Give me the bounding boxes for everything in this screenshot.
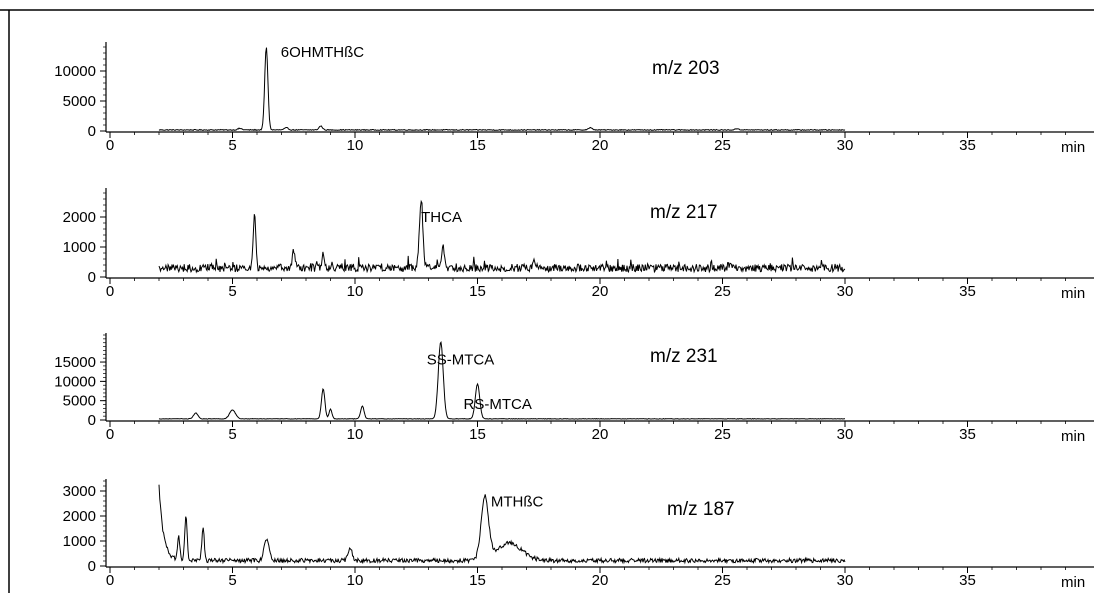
mz-label: m/z 217 <box>650 202 718 223</box>
peak-label: 6OHMTHßC <box>281 44 364 61</box>
y-tick-label: 1000 <box>63 239 96 256</box>
x-tick-label: 15 <box>469 283 486 300</box>
x-tick-label: 10 <box>347 137 364 154</box>
mz-label: m/z 203 <box>652 58 720 79</box>
x-tick-label: 35 <box>959 572 976 589</box>
peak-label: MTHßC <box>491 494 544 511</box>
series-line-trace <box>158 340 846 420</box>
x-tick-label: 15 <box>469 426 486 443</box>
panel-2: 0 5 10 15 20 25 30 35 min 0 1000 2000 THCA m/z 217 <box>63 188 1094 302</box>
y-tick-label: 15000 <box>54 354 96 371</box>
x-tick-label: 35 <box>959 426 976 443</box>
y-tick-label: 10000 <box>54 373 96 390</box>
x-tick-label: 10 <box>347 426 364 443</box>
x-tick-label: 15 <box>469 572 486 589</box>
x-tick-label: 35 <box>959 137 976 154</box>
x-tick-label: 15 <box>469 137 486 154</box>
y-tick-label: 5000 <box>63 93 96 110</box>
panel-1: 0 5 10 15 20 25 30 35 min 0 5000 10000 6OHMTHßC m/z 2… <box>54 42 1094 156</box>
x-tick-label: 20 <box>592 572 609 589</box>
series-line-trace <box>158 47 846 132</box>
panel-4: 0 5 10 15 20 25 30 35 min 0 1000 2000 3000 MTHßC m/z 1… <box>63 479 1094 591</box>
x-tick-label: 10 <box>347 572 364 589</box>
x-tick-label: 0 <box>106 137 114 154</box>
x-tick-label: 10 <box>347 283 364 300</box>
x-tick-label: 5 <box>228 572 236 589</box>
x-tick-label: 0 <box>106 283 114 300</box>
x-tick-label: 30 <box>837 572 854 589</box>
y-tick-label: 2000 <box>63 508 96 525</box>
y-tick-label: 0 <box>88 412 96 429</box>
y-tick-label: 10000 <box>54 63 96 80</box>
x-tick-label: 5 <box>228 426 236 443</box>
x-tick-label: 25 <box>714 283 731 300</box>
peak-label: RS-MTCA <box>464 396 532 413</box>
x-axis-unit-label: min <box>1061 139 1085 156</box>
x-tick-label: 20 <box>592 426 609 443</box>
x-tick-label: 35 <box>959 283 976 300</box>
y-tick-label: 3000 <box>63 483 96 500</box>
x-tick-label: 5 <box>228 137 236 154</box>
series-line-trace <box>158 199 846 274</box>
x-tick-label: 20 <box>592 283 609 300</box>
series-line-trace <box>158 484 846 565</box>
y-tick-label: 0 <box>88 269 96 286</box>
x-tick-label: 25 <box>714 137 731 154</box>
x-tick-label: 20 <box>592 137 609 154</box>
peak-label: THCA <box>421 209 462 226</box>
x-tick-label: 30 <box>837 283 854 300</box>
mz-label: m/z 231 <box>650 346 718 367</box>
peak-label: SS-MTCA <box>427 352 495 369</box>
x-tick-label: 0 <box>106 426 114 443</box>
x-axis-unit-label: min <box>1061 285 1085 302</box>
y-tick-label: 2000 <box>63 209 96 226</box>
x-tick-label: 25 <box>714 572 731 589</box>
x-tick-label: 5 <box>228 283 236 300</box>
x-axis-unit-label: min <box>1061 574 1085 591</box>
y-tick-label: 0 <box>88 558 96 575</box>
x-axis-unit-label: min <box>1061 428 1085 445</box>
y-tick-label: 1000 <box>63 533 96 550</box>
x-tick-label: 25 <box>714 426 731 443</box>
x-tick-label: 30 <box>837 137 854 154</box>
x-tick-label: 0 <box>106 572 114 589</box>
y-tick-label: 5000 <box>63 393 96 410</box>
x-tick-label: 30 <box>837 426 854 443</box>
y-tick-label: 0 <box>88 123 96 140</box>
mz-label: m/z 187 <box>667 499 735 520</box>
panel-3: 0 5 10 15 20 25 30 35 min 0 5000 10000 15000 SS-MTCA R… <box>54 333 1094 445</box>
